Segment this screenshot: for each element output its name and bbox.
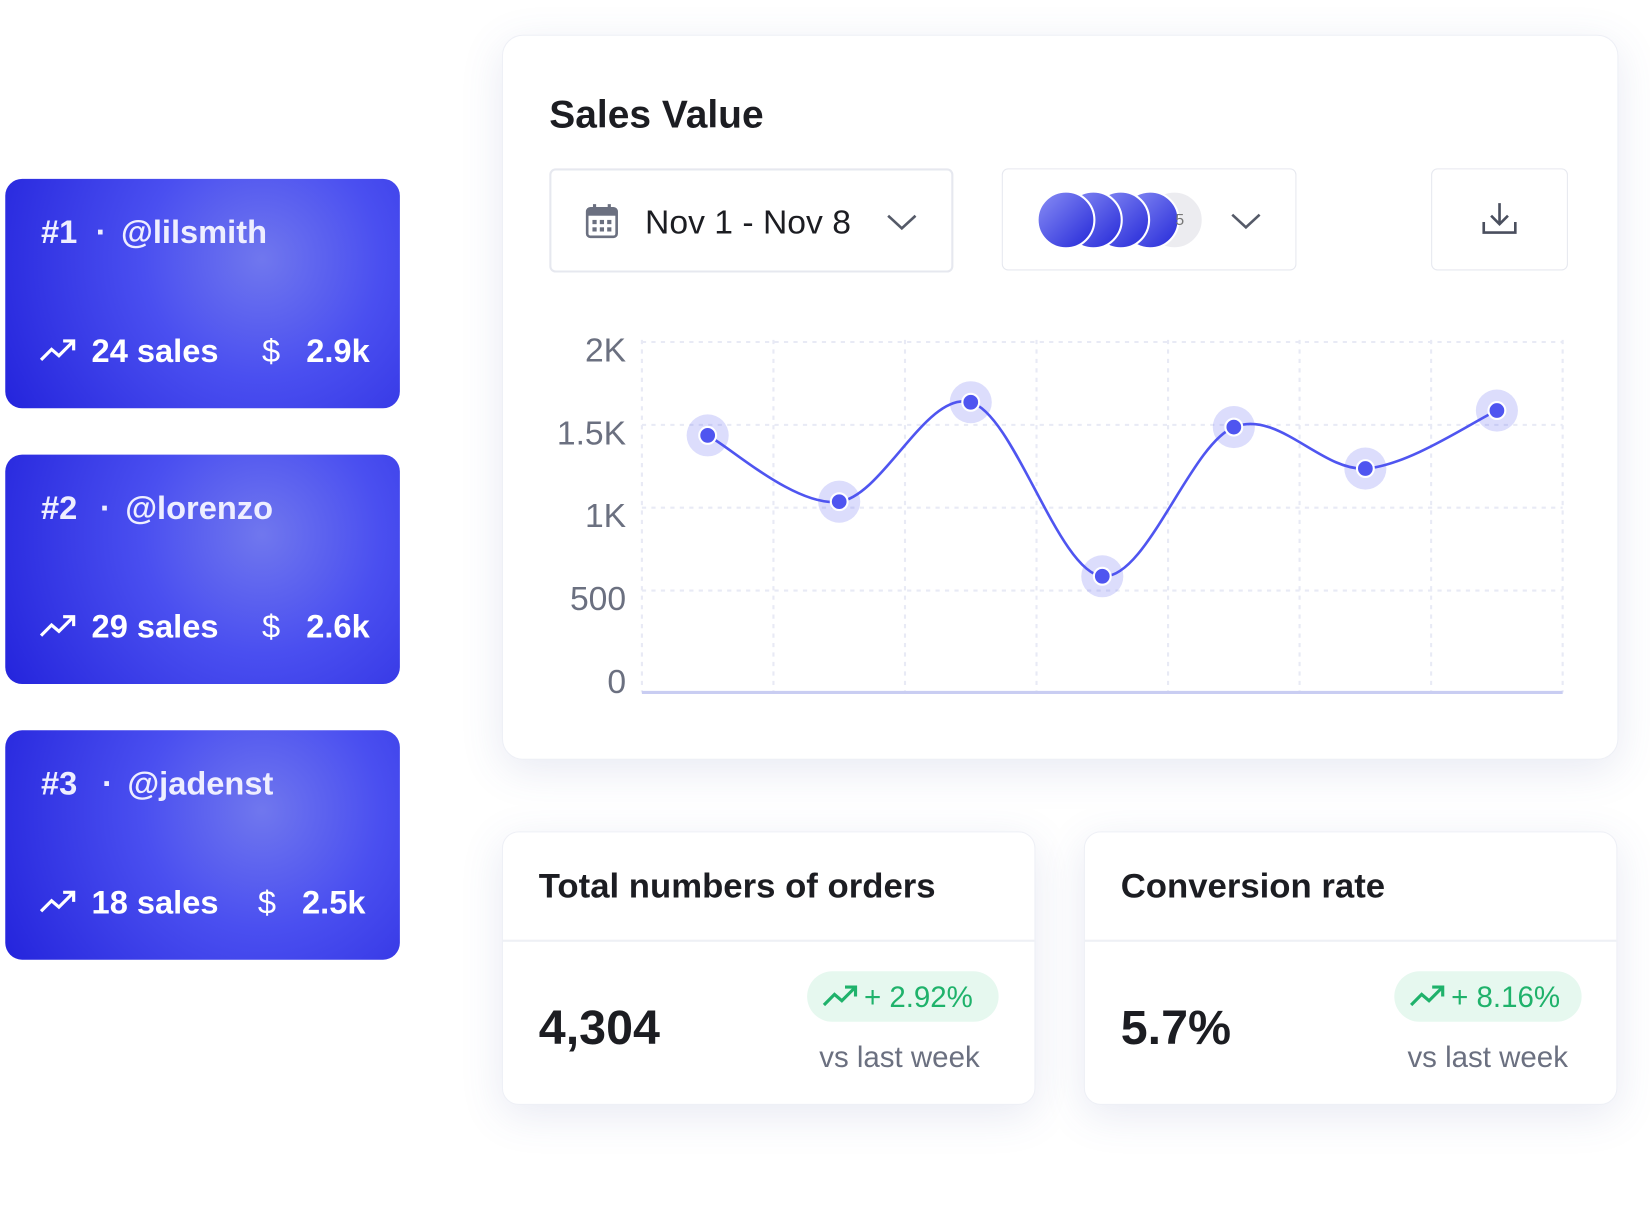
y-tick-label: 500 [570, 581, 626, 618]
point [1355, 459, 1375, 479]
y-tick-label: 1K [585, 498, 627, 535]
trend-icon [822, 985, 858, 1007]
separator: · [99, 489, 111, 527]
stat-value: 4,304 [538, 999, 660, 1055]
download-button[interactable] [1431, 168, 1568, 271]
separator: · [102, 765, 113, 802]
point [961, 392, 981, 412]
point [1092, 566, 1112, 586]
point [829, 492, 849, 512]
change-badge: + 2.92% [807, 971, 999, 1022]
currency: $ [262, 332, 281, 370]
trend-icon [39, 615, 76, 637]
point [1224, 417, 1244, 437]
change-badge: + 8.16% [1394, 971, 1582, 1022]
stat-card: Total numbers of orders 4,304 + 2.92% vs… [501, 831, 1036, 1105]
change: + 8.16% [1451, 980, 1561, 1014]
download-icon [1482, 203, 1517, 234]
rank: #1 [41, 213, 78, 251]
y-tick-label: 2K [585, 332, 627, 369]
note: vs last week [819, 1040, 980, 1074]
stat-title: Total numbers of orders [538, 866, 936, 905]
stat-title: Conversion rate [1120, 866, 1386, 905]
avatars [1036, 190, 1204, 250]
rank: #3 [41, 765, 78, 802]
trend-icon [1410, 985, 1445, 1007]
sales: 29 sales [91, 608, 219, 646]
currency: $ [262, 608, 281, 646]
member-filter[interactable]: 5 [1001, 168, 1297, 271]
handle: @lorenzo [125, 489, 274, 527]
amount: 2.5k [302, 883, 366, 921]
handle: @jadenst [127, 765, 274, 802]
chevron-icon [1231, 213, 1261, 230]
y-tick-label: 1.5K [557, 415, 627, 452]
rank: #2 [41, 489, 78, 527]
leader-card[interactable]: #1 · @lilsmith 24 sales $ 2.9k [5, 178, 400, 409]
amount: 2.9k [306, 332, 370, 370]
change: + 2.92% [863, 980, 973, 1014]
point [698, 425, 718, 445]
divider [1084, 939, 1617, 942]
chart-title: Sales Value [549, 92, 764, 136]
amount: 2.6k [306, 608, 370, 646]
chart-card [501, 34, 1619, 760]
date-range: Nov 1 - Nov 8 [645, 203, 851, 241]
handle: @lilsmith [121, 213, 268, 251]
currency: $ [257, 883, 276, 921]
stat-value: 5.7% [1120, 999, 1232, 1055]
y-tick-label: 0 [607, 664, 626, 701]
leader-card[interactable]: #3 · @jadenst 18 sales $ 2.5k [5, 730, 400, 960]
calendar-icon [585, 204, 618, 239]
stat-card: Conversion rate 5.7% + 8.16% vs last wee… [1083, 831, 1618, 1105]
sales: 24 sales [91, 332, 219, 370]
date-picker[interactable]: Nov 1 - Nov 8 [549, 168, 954, 273]
note: vs last week [1407, 1040, 1568, 1074]
divider [502, 939, 1035, 942]
point [1487, 401, 1507, 420]
separator: · [95, 213, 107, 251]
avatar-count: 5 [1175, 211, 1185, 230]
sales: 18 sales [91, 883, 219, 921]
leader-card[interactable]: #2 · @lorenzo 29 sales $ 2.6k [5, 454, 400, 684]
trend-icon [39, 890, 76, 913]
chevron-icon [887, 214, 917, 231]
trend-icon [39, 339, 76, 362]
